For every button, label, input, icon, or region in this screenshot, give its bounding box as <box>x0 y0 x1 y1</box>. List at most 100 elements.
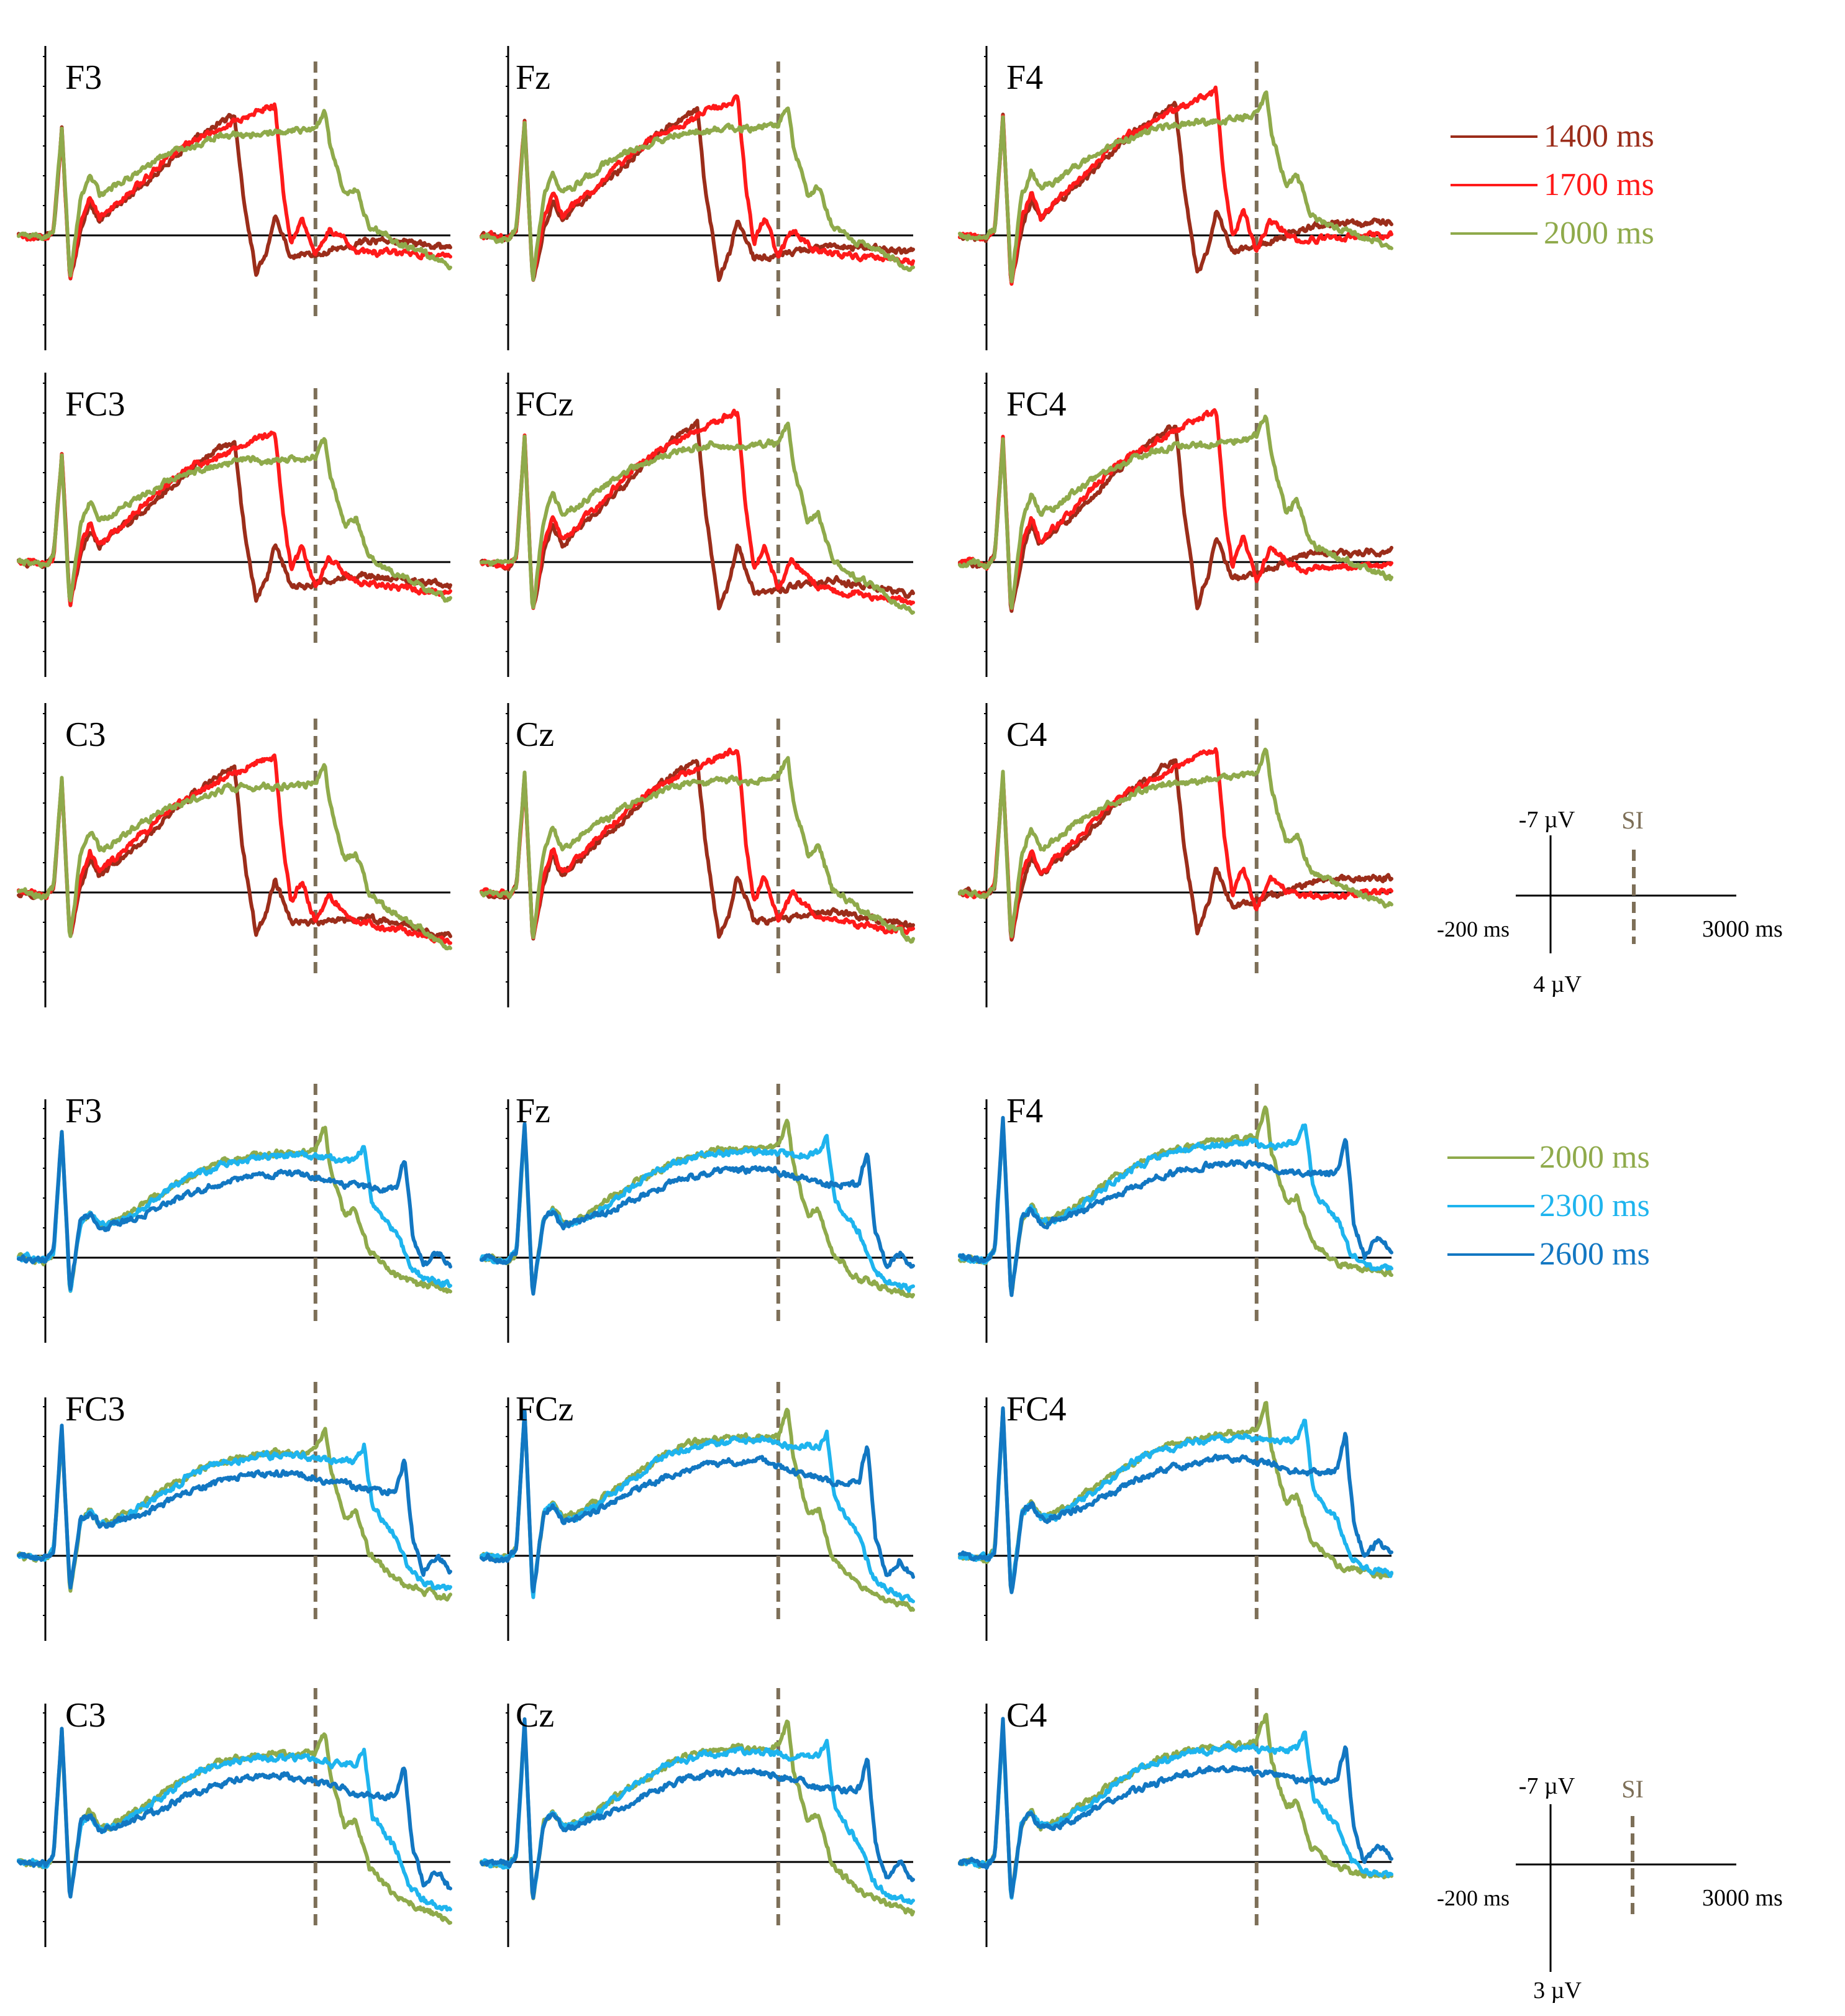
waveform-1400ms <box>958 758 1393 942</box>
waveform-2600ms <box>958 1717 1393 1899</box>
legend-bottom-label-1: 2000 ms <box>1539 1140 1650 1175</box>
electrode-label: C4 <box>1006 715 1047 754</box>
scale-y-top-label: -7 µV <box>1519 807 1575 833</box>
erp-panel-fz-top: Fz <box>480 46 915 350</box>
waveform-1700ms <box>480 409 915 611</box>
waveform-2000ms <box>480 756 915 944</box>
waveform-2000ms <box>17 1125 452 1294</box>
electrode-label: F3 <box>65 1092 102 1130</box>
erp-panel-f4-top: F4 <box>958 46 1393 350</box>
erp-panel-f4-bottom: F4 <box>958 1084 1393 1343</box>
waveform-1700ms <box>480 94 915 281</box>
waveform-2600ms <box>480 1122 915 1296</box>
waveform-2000ms <box>17 109 452 278</box>
waveform-1700ms <box>17 430 452 607</box>
waveform-2600ms <box>480 1409 915 1594</box>
waveform-1400ms <box>17 112 452 281</box>
electrode-label: Cz <box>516 715 554 754</box>
scale-y-top-label: -7 µV <box>1519 1773 1575 1799</box>
waveform-1700ms <box>958 747 1393 940</box>
electrode-label: FC3 <box>65 385 125 424</box>
electrode-label: FC3 <box>65 1390 125 1428</box>
waveform-1700ms <box>17 102 452 280</box>
electrode-label: FCz <box>516 385 573 424</box>
waveform-1400ms <box>958 424 1393 613</box>
waveform-2000ms <box>958 1712 1393 1899</box>
waveform-2600ms <box>480 1717 915 1900</box>
waveform-2000ms <box>958 414 1393 610</box>
waveform-1400ms <box>958 101 1393 286</box>
waveform-2000ms <box>17 437 452 603</box>
erp-panel-fcz-top: FCz <box>480 373 915 677</box>
waveform-2600ms <box>958 1406 1393 1594</box>
scale-y-bottom-label: 3 µV <box>1533 1977 1582 2004</box>
erp-panel-fc4-top: FC4 <box>958 373 1393 677</box>
scale-x-right-label: 3000 ms <box>1702 916 1783 942</box>
waveform-2000ms <box>958 1401 1393 1594</box>
legend-top-label-1: 1400 ms <box>1544 119 1654 154</box>
waveform-1400ms <box>480 759 915 941</box>
waveform-2000ms <box>480 106 915 282</box>
erp-panel-f3-bottom: F3 <box>17 1084 452 1343</box>
erp-panel-fz-bottom: Fz <box>480 1084 915 1343</box>
waveform-2000ms <box>17 1727 452 1925</box>
plot-grid: F3 Fz F4 FC3 FCz FC4 C3 Cz C4 F3 Fz F4 FC3 FCz FC4 C3 Cz… <box>17 46 1393 1947</box>
electrode-label: C4 <box>1006 1696 1047 1735</box>
erp-panel-f3-top: F3 <box>17 46 452 350</box>
electrode-label: F4 <box>1006 1092 1043 1130</box>
electrode-label: F4 <box>1006 58 1043 97</box>
erp-panel-c4-bottom: C4 <box>958 1688 1393 1947</box>
electrode-label: Fz <box>516 58 550 97</box>
scale-x-left-label: -200 ms <box>1437 917 1510 942</box>
waveform-2600ms <box>17 1130 452 1291</box>
erp-panel-cz-top: Cz <box>480 703 915 1007</box>
scale-y-bottom-label: 4 µV <box>1533 971 1582 997</box>
scale-legend-top: -7 µV 4 µV -200 ms 3000 ms SI <box>1437 806 1783 997</box>
electrode-label: FCz <box>516 1390 573 1428</box>
waveform-2000ms <box>480 421 915 615</box>
erp-panel-cz-bottom: Cz <box>480 1688 915 1947</box>
electrode-label: Cz <box>516 1696 554 1735</box>
legend-bottom-label-3: 2600 ms <box>1539 1237 1650 1272</box>
waveform-2300ms <box>958 1408 1393 1593</box>
waveform-2600ms <box>958 1115 1393 1297</box>
erp-panel-fc4-bottom: FC4 <box>958 1382 1393 1641</box>
waveform-1700ms <box>958 408 1393 611</box>
waveform-2600ms <box>17 1423 452 1590</box>
waveform-2000ms <box>958 747 1393 938</box>
waveform-1700ms <box>17 753 452 945</box>
waveform-1400ms <box>17 440 452 607</box>
erp-panel-fcz-bottom: FCz <box>480 1382 915 1641</box>
erp-panel-c3-bottom: C3 <box>17 1688 452 1947</box>
scale-legend-bottom: -7 µV 3 µV -200 ms 3000 ms SI <box>1437 1773 1783 2004</box>
waveform-1400ms <box>480 106 915 283</box>
erp-panel-fc3-bottom: FC3 <box>17 1382 452 1641</box>
waveform-2000ms <box>17 1427 452 1602</box>
electrode-label: F3 <box>65 58 102 97</box>
waveform-1700ms <box>480 747 915 940</box>
electrode-label: FC4 <box>1006 1390 1067 1428</box>
legend-bottom-label-2: 2300 ms <box>1539 1188 1650 1224</box>
scale-x-right-label: 3000 ms <box>1702 1885 1783 1911</box>
scale-si-label: SI <box>1621 1775 1644 1803</box>
waveform-2600ms <box>17 1727 452 1899</box>
waveform-2300ms <box>17 1427 452 1591</box>
scale-si-label: SI <box>1621 806 1644 834</box>
waveform-2000ms <box>17 763 452 951</box>
erp-panel-c3-top: C3 <box>17 703 452 1007</box>
electrode-label: C3 <box>65 715 106 754</box>
electrode-label: C3 <box>65 1696 106 1735</box>
waveform-2000ms <box>958 90 1393 284</box>
waveform-1700ms <box>958 85 1393 286</box>
legend-top-label-3: 2000 ms <box>1544 216 1654 251</box>
waveform-2000ms <box>958 1105 1393 1296</box>
waveform-1400ms <box>480 419 915 611</box>
legend-top-label-2: 1700 ms <box>1544 167 1654 202</box>
erp-panel-fc3-top: FC3 <box>17 373 452 677</box>
erp-panel-c4-top: C4 <box>958 703 1393 1007</box>
legend-bottom: 2000 ms 2300 ms 2600 ms <box>1447 1140 1650 1272</box>
scale-x-left-label: -200 ms <box>1437 1886 1510 1910</box>
waveform-2000ms <box>480 1119 915 1299</box>
